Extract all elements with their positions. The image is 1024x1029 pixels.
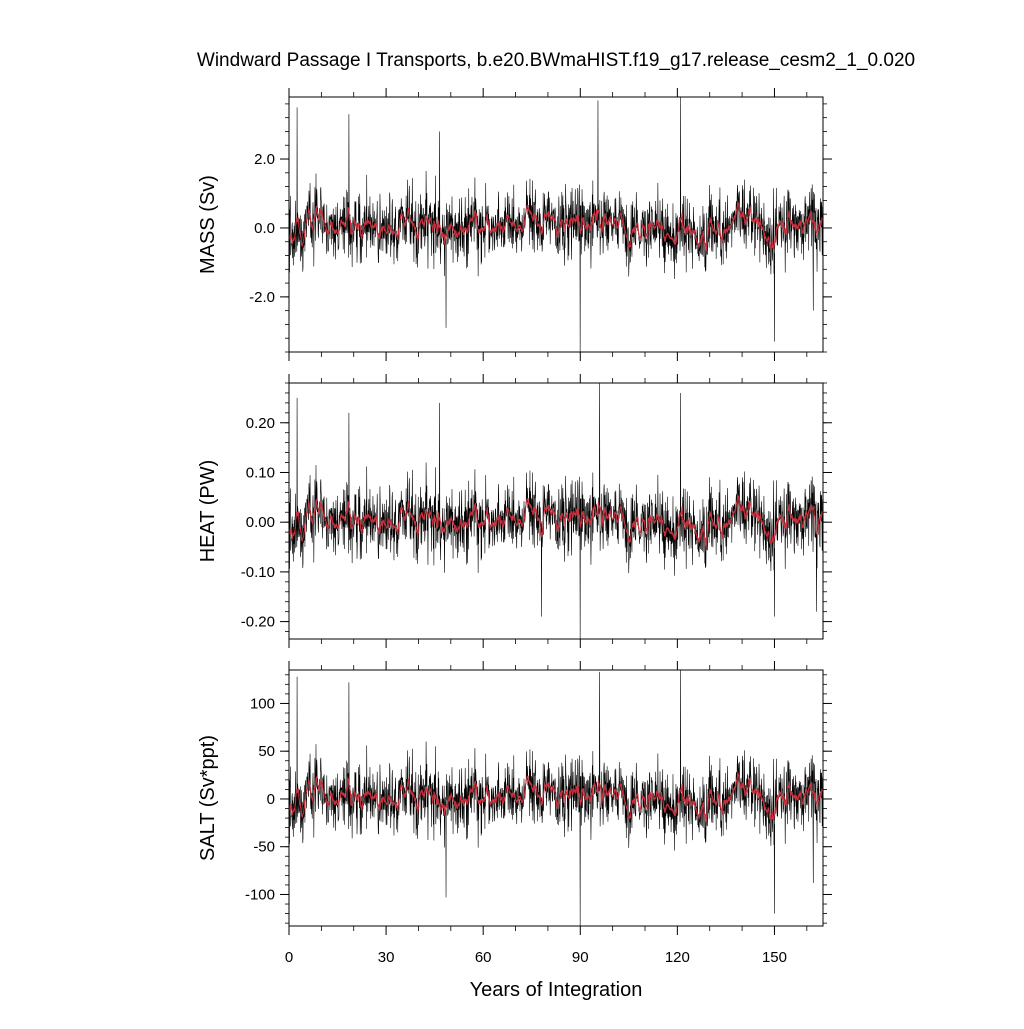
y-tick-label: 0.20 <box>246 415 275 432</box>
y-tick-label: 2.0 <box>254 151 275 168</box>
y-axis-label: HEAT (PW) <box>197 460 219 563</box>
x-tick-label: 150 <box>762 949 787 966</box>
y-tick-label: 0.0 <box>254 220 275 237</box>
y-axis-label: MASS (Sv) <box>197 175 219 274</box>
series-raw-line <box>289 383 823 639</box>
y-tick-label: -50 <box>253 839 275 856</box>
series-smoothed-line <box>289 771 823 823</box>
y-tick-label: 100 <box>250 695 275 712</box>
plot-frame <box>288 96 824 353</box>
y-tick-label: -100 <box>245 886 275 903</box>
plot-frame <box>288 669 824 927</box>
y-tick-label: -0.10 <box>241 564 275 581</box>
y-tick-label: -2.0 <box>249 289 275 306</box>
panel-1: -2.0 0.0 2.0 MASS (Sv) <box>197 88 832 361</box>
plot-frame <box>288 382 824 640</box>
x-tick-label: 60 <box>475 949 492 966</box>
x-tick-label: 90 <box>572 949 589 966</box>
panel-3: -100 -50 0 50 100 SALT (Sv*ppt) <box>197 661 832 935</box>
y-tick-label: 50 <box>258 743 275 760</box>
series-smoothed-line <box>289 493 823 547</box>
y-tick-label: 0.10 <box>246 464 275 481</box>
x-tick-label: 30 <box>378 949 395 966</box>
y-tick-label: -0.20 <box>241 614 275 631</box>
x-axis-label: Years of Integration <box>470 979 643 1001</box>
series-smoothed-line <box>289 200 823 252</box>
x-tick-label: 0 <box>285 949 293 966</box>
series-raw-line <box>289 97 823 352</box>
panels: -2.0 0.0 2.0 MASS (Sv) -0.20 -0.10 0.00 0.10 0.2… <box>197 88 832 966</box>
x-tick-label: 120 <box>665 949 690 966</box>
y-axis-label: SALT (Sv*ppt) <box>197 735 219 861</box>
y-tick-label: 0.00 <box>246 514 275 531</box>
panel-2: -0.20 -0.10 0.00 0.10 0.20 HEAT (PW) <box>197 374 832 648</box>
chart-title: Windward Passage I Transports, b.e20.BWm… <box>197 50 915 71</box>
y-tick-label: 0 <box>267 791 275 808</box>
